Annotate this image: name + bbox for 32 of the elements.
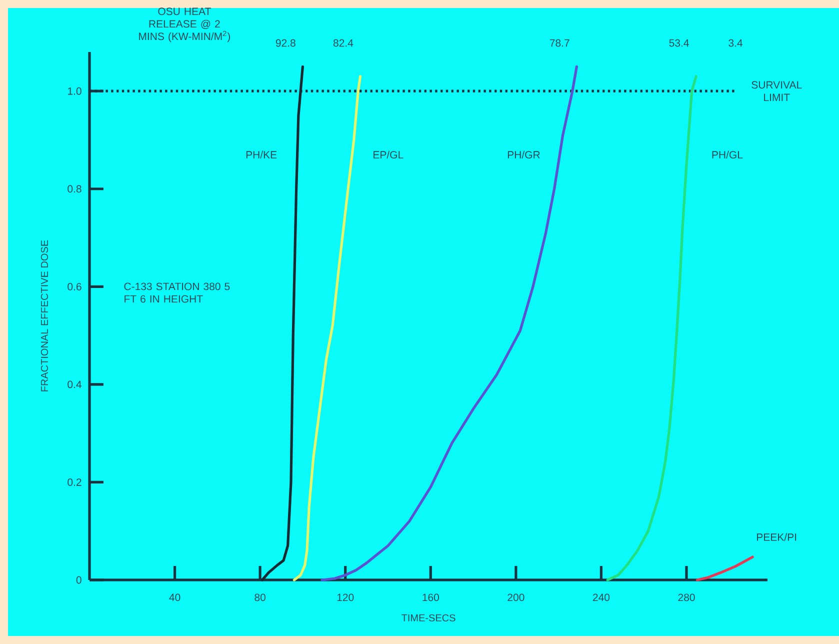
y-tick-label: 0.8 xyxy=(68,185,82,193)
series-label: PH/GR xyxy=(508,150,540,159)
y-tick-label: 1.0 xyxy=(68,87,82,95)
y-tick-label: 0.4 xyxy=(68,380,82,388)
line-series xyxy=(320,65,578,582)
text: 53.4 xyxy=(669,39,689,47)
x-axis-title: TIME-SECS xyxy=(402,614,456,622)
line-series xyxy=(696,556,754,582)
x-tick-label: 40 xyxy=(169,594,180,602)
x-tick-label: 280 xyxy=(678,594,695,602)
x-tick-label: 120 xyxy=(337,594,354,602)
series-label: PEEK/PI xyxy=(757,533,796,541)
y-tick-label: 0 xyxy=(76,576,82,584)
text: 78.7 xyxy=(550,39,570,47)
text: PH/GL xyxy=(712,150,743,159)
text: 92.8 xyxy=(276,39,296,47)
ref-line-label: SURVIVAL LIMIT xyxy=(752,81,802,102)
chart-title: OSU HEAT RELEASE @ 2 MINS (KW-MIN/M$^{2}$) xyxy=(139,8,230,42)
series-label: PH/KE xyxy=(246,150,277,159)
x-tick-label: 80 xyxy=(254,594,266,602)
y-axis-title: FRACTIONAL EFFECTIVE DOSE xyxy=(40,240,48,392)
x-tick-label: 240 xyxy=(592,594,610,602)
text: 82.4 xyxy=(333,39,354,47)
x-tick-label: 200 xyxy=(508,594,524,602)
annotation: C-133 STATION 380 5 FT 6 IN HEIGHT xyxy=(124,282,230,303)
text: 3.4 xyxy=(728,39,743,47)
series-label: EP/GL xyxy=(374,150,404,159)
line-series xyxy=(606,75,698,582)
y-tick-label: 0.6 xyxy=(68,282,82,290)
y-tick-label: 0.2 xyxy=(68,478,82,486)
line-series xyxy=(292,75,362,582)
x-tick-label: 160 xyxy=(422,594,439,602)
